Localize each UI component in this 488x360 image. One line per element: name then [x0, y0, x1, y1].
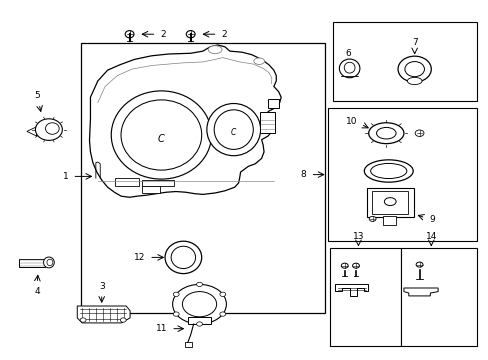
Ellipse shape — [344, 62, 354, 73]
Text: C: C — [231, 128, 236, 137]
Ellipse shape — [36, 119, 62, 140]
Ellipse shape — [364, 160, 412, 182]
Polygon shape — [77, 306, 130, 323]
Polygon shape — [27, 127, 37, 136]
Ellipse shape — [214, 110, 253, 149]
Text: 2: 2 — [160, 30, 165, 39]
Circle shape — [414, 130, 423, 136]
Ellipse shape — [370, 163, 406, 179]
Ellipse shape — [397, 56, 430, 82]
Ellipse shape — [186, 31, 195, 38]
Bar — [184, 342, 191, 347]
Ellipse shape — [376, 127, 395, 139]
Ellipse shape — [164, 241, 201, 274]
Circle shape — [173, 292, 179, 297]
Text: 10: 10 — [345, 117, 356, 126]
Bar — [371, 191, 407, 214]
Circle shape — [220, 312, 225, 316]
Ellipse shape — [45, 123, 59, 134]
Text: 7: 7 — [411, 38, 417, 47]
Ellipse shape — [208, 46, 222, 54]
Text: 13: 13 — [352, 232, 364, 241]
Text: 8: 8 — [300, 170, 306, 179]
Bar — [383, 216, 395, 225]
Circle shape — [172, 284, 226, 324]
Circle shape — [182, 292, 216, 317]
Ellipse shape — [384, 198, 395, 206]
Ellipse shape — [125, 31, 134, 38]
Ellipse shape — [171, 246, 195, 269]
Text: 2: 2 — [221, 30, 226, 39]
Ellipse shape — [43, 257, 54, 268]
Polygon shape — [335, 284, 367, 296]
Circle shape — [80, 318, 86, 322]
Text: 12: 12 — [134, 253, 145, 262]
Circle shape — [220, 292, 225, 297]
Bar — [115, 178, 139, 186]
Bar — [19, 259, 45, 267]
Bar — [142, 186, 160, 193]
Polygon shape — [403, 288, 437, 296]
Circle shape — [173, 312, 179, 316]
Bar — [187, 317, 211, 324]
Ellipse shape — [352, 263, 359, 268]
Text: 5: 5 — [34, 91, 40, 100]
Ellipse shape — [368, 123, 403, 144]
Ellipse shape — [407, 77, 421, 85]
Bar — [327, 108, 476, 241]
Bar — [142, 180, 173, 186]
Polygon shape — [89, 45, 281, 197]
Ellipse shape — [339, 59, 359, 78]
Bar — [260, 112, 274, 133]
Text: 4: 4 — [34, 287, 40, 296]
Bar — [366, 188, 413, 217]
Bar — [81, 43, 325, 313]
Circle shape — [196, 282, 202, 287]
Circle shape — [120, 318, 126, 322]
Text: 14: 14 — [425, 232, 436, 241]
Bar — [400, 248, 476, 346]
Ellipse shape — [404, 62, 424, 77]
Bar — [332, 22, 476, 101]
Bar — [267, 99, 278, 108]
Circle shape — [368, 216, 375, 221]
Ellipse shape — [121, 100, 201, 170]
Ellipse shape — [341, 263, 347, 268]
Ellipse shape — [111, 91, 211, 179]
Bar — [329, 248, 400, 346]
Ellipse shape — [415, 262, 422, 267]
Text: 1: 1 — [411, 66, 416, 72]
Ellipse shape — [253, 58, 264, 64]
Text: 9: 9 — [428, 215, 434, 224]
Text: 3: 3 — [99, 282, 104, 291]
Ellipse shape — [206, 104, 260, 156]
Text: C: C — [158, 134, 164, 144]
Circle shape — [196, 322, 202, 326]
Ellipse shape — [47, 259, 53, 266]
Text: 11: 11 — [155, 324, 167, 333]
Text: 6: 6 — [345, 49, 350, 58]
Text: 1: 1 — [62, 172, 68, 181]
